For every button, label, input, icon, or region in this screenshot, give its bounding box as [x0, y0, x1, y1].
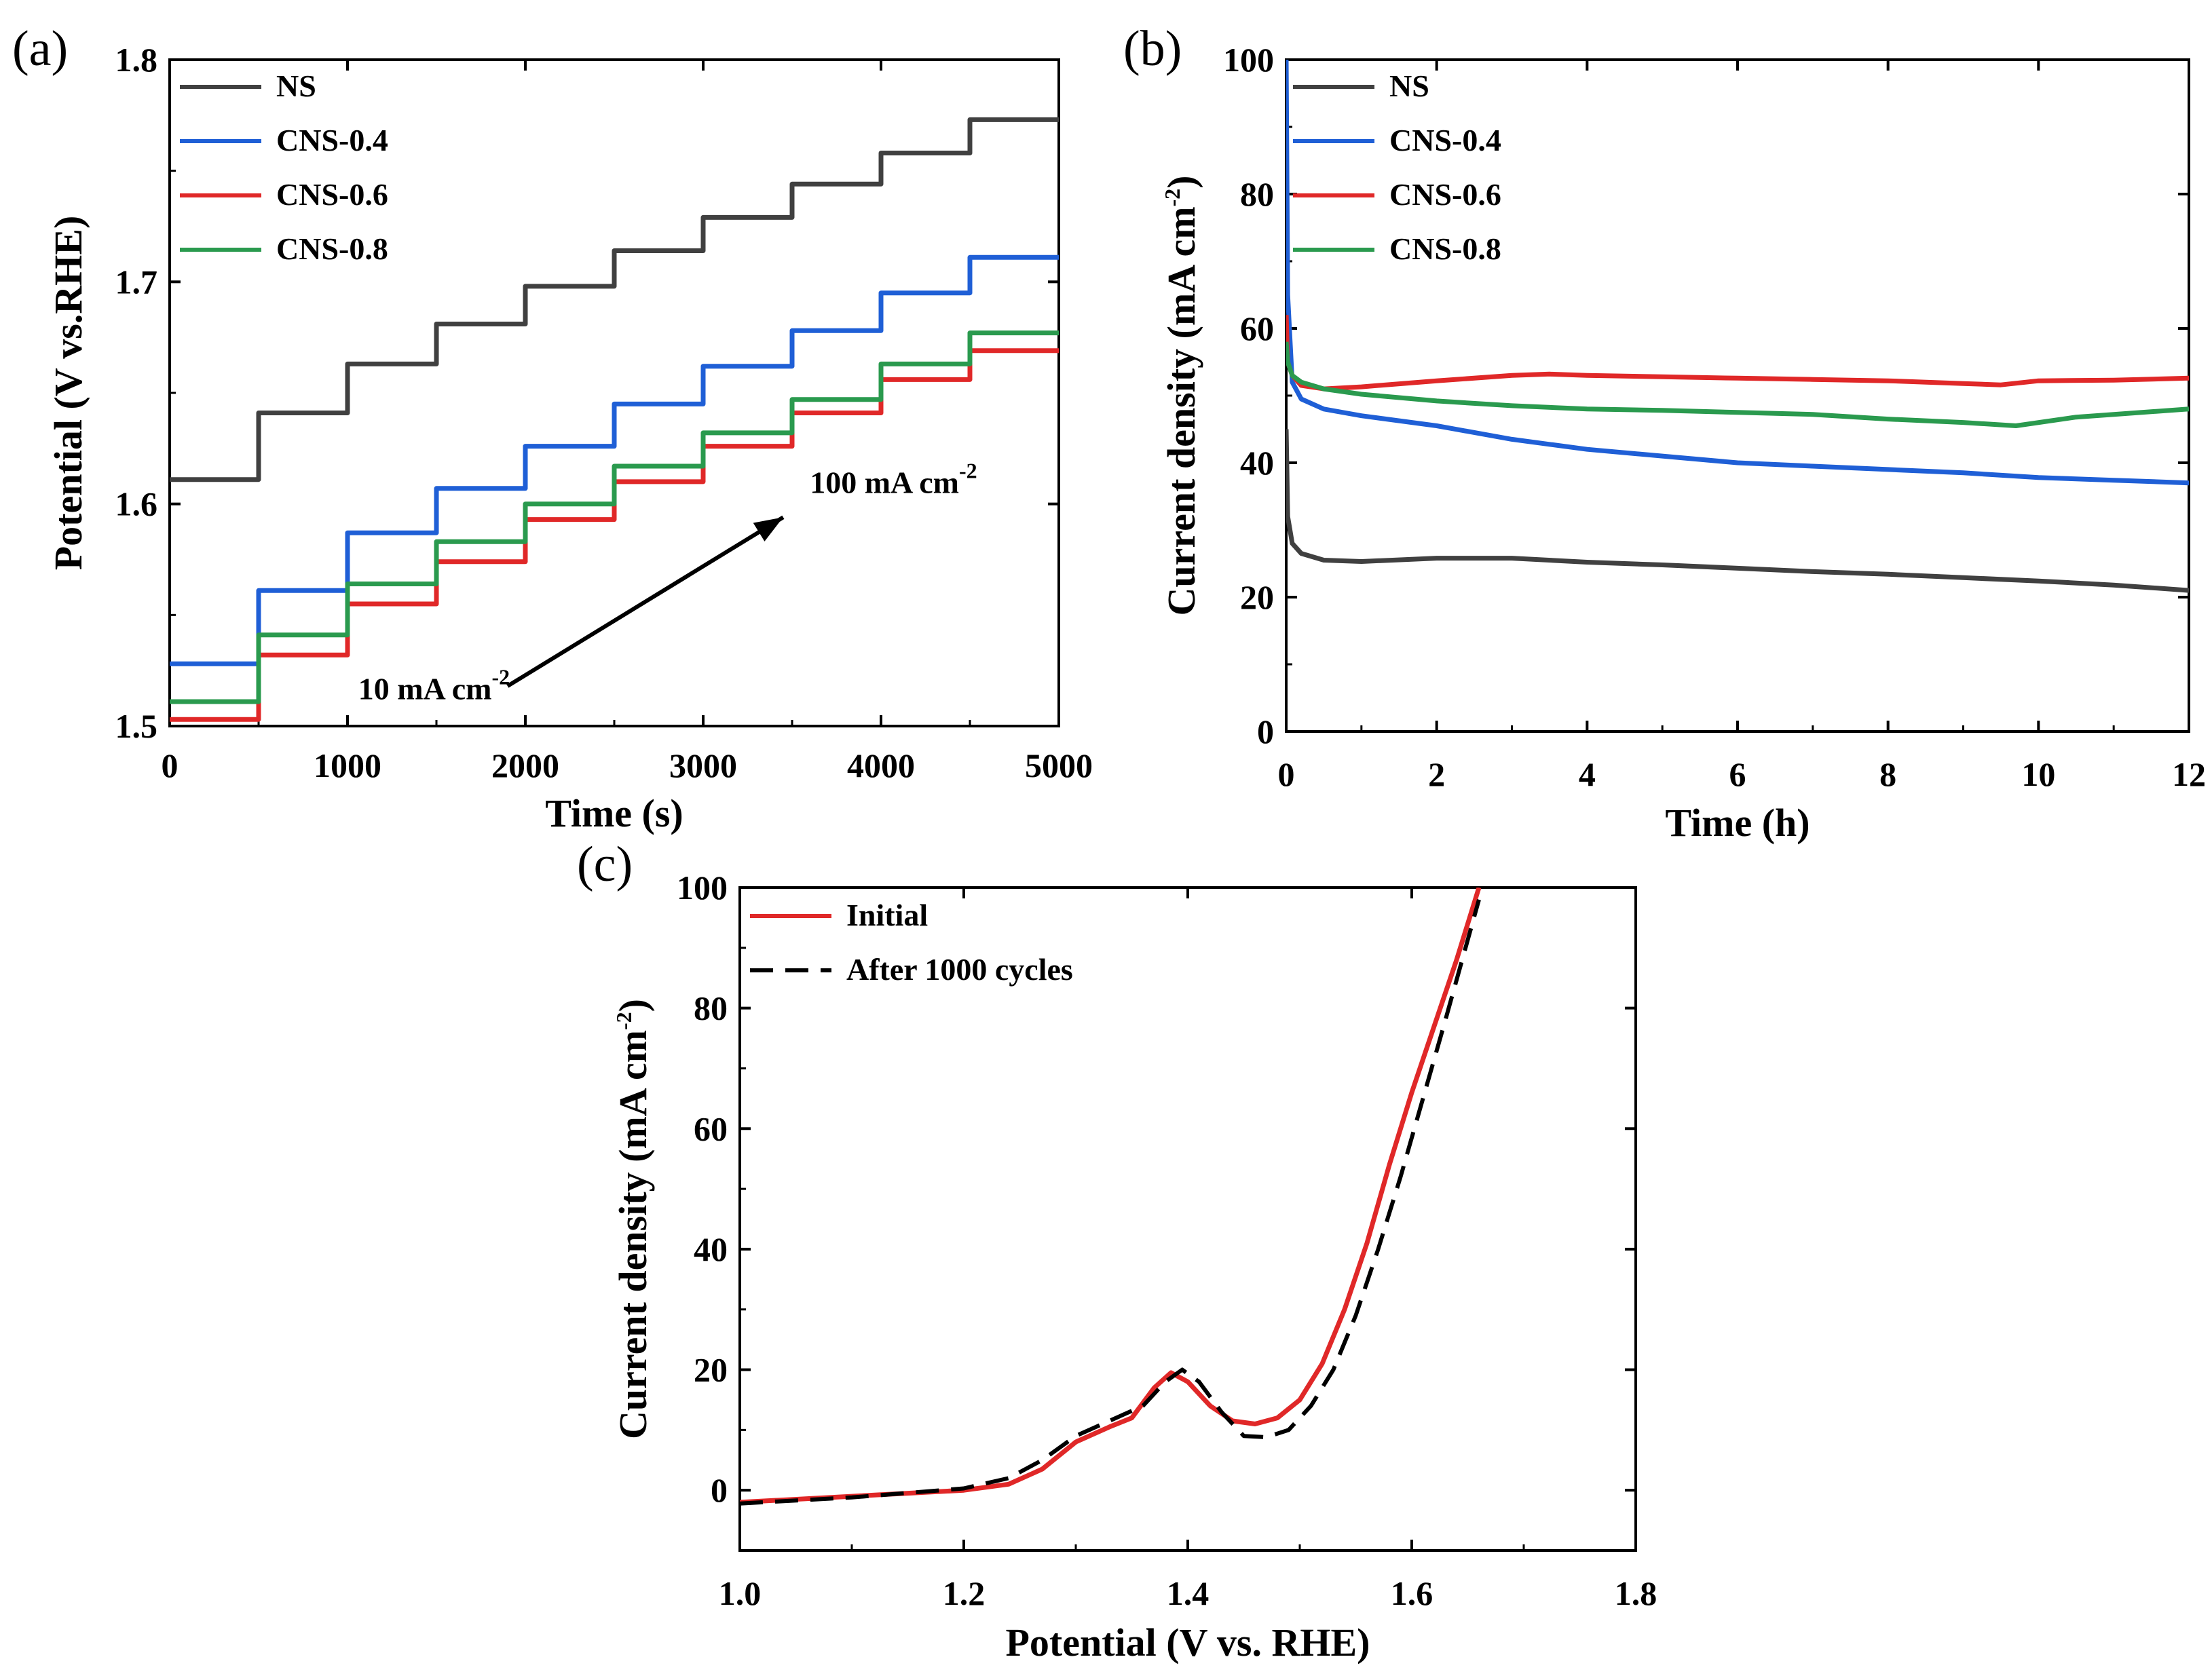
panel-c: (c) 1.0 1.2 1.4 1.6 1.8 0 20 40 60 80 100 Potential … [577, 837, 1657, 1665]
plot-frame [1285, 58, 2190, 733]
panel-label: (c) [577, 837, 633, 892]
y-tick-label: 80 [1240, 175, 1274, 213]
x-tick-label: 4 [1579, 755, 1596, 793]
x-axis-title: Time (h) [1665, 801, 1810, 845]
y-tick-label: 1.7 [115, 263, 158, 301]
series-line-cns-0-8 [1286, 341, 2189, 428]
x-axis-title: Potential (V vs. RHE) [1005, 1620, 1370, 1665]
panel-label: (b) [1123, 21, 1182, 77]
y-tick-label: 100 [1223, 41, 1274, 79]
legend-label: CNS-0.8 [1389, 231, 1501, 266]
series-line-cns-0-4 [170, 254, 1059, 666]
legend-label: CNS-0.6 [1389, 177, 1501, 212]
x-tick-label: 1.6 [1391, 1574, 1433, 1612]
y-tick-label: 80 [694, 989, 728, 1027]
series-line-ns [1286, 429, 2189, 593]
legend-label: CNS-0.6 [276, 177, 388, 212]
x-axis-title: Time (s) [545, 791, 683, 835]
y-tick-label: 60 [1240, 309, 1274, 347]
x-tick-label: 1.4 [1167, 1574, 1210, 1612]
x-tick-label: 2 [1428, 755, 1445, 793]
y-tick-label: 100 [677, 869, 728, 907]
series-line-cns-0-6 [1286, 315, 2189, 392]
x-tick-label: 1000 [314, 746, 381, 784]
plot-frame [168, 58, 1060, 727]
series-line-ns [170, 117, 1059, 482]
legend-label: CNS-0.8 [276, 231, 388, 266]
y-tick-label: 1.8 [115, 41, 158, 79]
x-tick-label: 0 [1278, 755, 1295, 793]
legend-label: NS [1389, 69, 1429, 103]
series-line-after-1000-cycles [740, 898, 1481, 1506]
annotation-label: 100 mA cm-2 [810, 458, 977, 499]
annotation-label: 10 mA cm-2 [358, 665, 510, 706]
y-tick-label: 40 [694, 1230, 728, 1268]
y-axis-title: Current density (mA cm-2) [1159, 175, 1203, 615]
x-tick-label: 12 [2172, 755, 2206, 793]
arrow-line [506, 515, 785, 688]
x-tick-label: 5000 [1025, 746, 1093, 784]
plot-frame [738, 886, 1637, 1552]
y-tick-label: 1.6 [115, 485, 158, 523]
y-tick-label: 0 [1257, 712, 1274, 750]
legend-label: Initial [846, 898, 928, 932]
y-tick-label: 20 [1240, 578, 1274, 616]
panel-a: (a) 0 1000 2000 3000 4000 5000 1.5 1.6 1.7 1.8 Time… [12, 21, 1093, 835]
x-tick-label: 10 [2021, 755, 2055, 793]
arrow-head [753, 517, 783, 541]
legend-label: After 1000 cycles [846, 952, 1073, 987]
x-tick-label: 1.8 [1615, 1574, 1657, 1612]
x-tick-label: 0 [162, 746, 179, 784]
y-axis-title: Current density (mA cm-2) [611, 999, 655, 1439]
x-tick-label: 8 [1879, 755, 1896, 793]
x-tick-label: 6 [1729, 755, 1746, 793]
x-tick-label: 1.2 [943, 1574, 986, 1612]
legend-label: CNS-0.4 [276, 123, 388, 157]
panel-b: (b) 0 2 4 6 8 10 12 0 20 40 60 80 100 Time (h) Current … [1123, 21, 2206, 845]
y-axis-title: Potential (V vs.RHE) [46, 216, 90, 571]
x-tick-label: 4000 [847, 746, 915, 784]
series-line-cns-0-4 [1286, 60, 2189, 486]
y-tick-label: 1.5 [115, 707, 158, 745]
panel-label: (a) [12, 21, 68, 77]
y-tick-label: 60 [694, 1109, 728, 1147]
y-tick-label: 20 [694, 1351, 728, 1389]
legend-label: NS [276, 69, 316, 103]
series-line-cns-0-8 [170, 330, 1059, 704]
y-tick-label: 0 [711, 1471, 728, 1509]
x-tick-label: 3000 [669, 746, 737, 784]
y-tick-label: 40 [1240, 444, 1274, 482]
x-tick-label: 1.0 [719, 1574, 762, 1612]
legend-label: CNS-0.4 [1389, 123, 1501, 157]
x-tick-label: 2000 [491, 746, 559, 784]
